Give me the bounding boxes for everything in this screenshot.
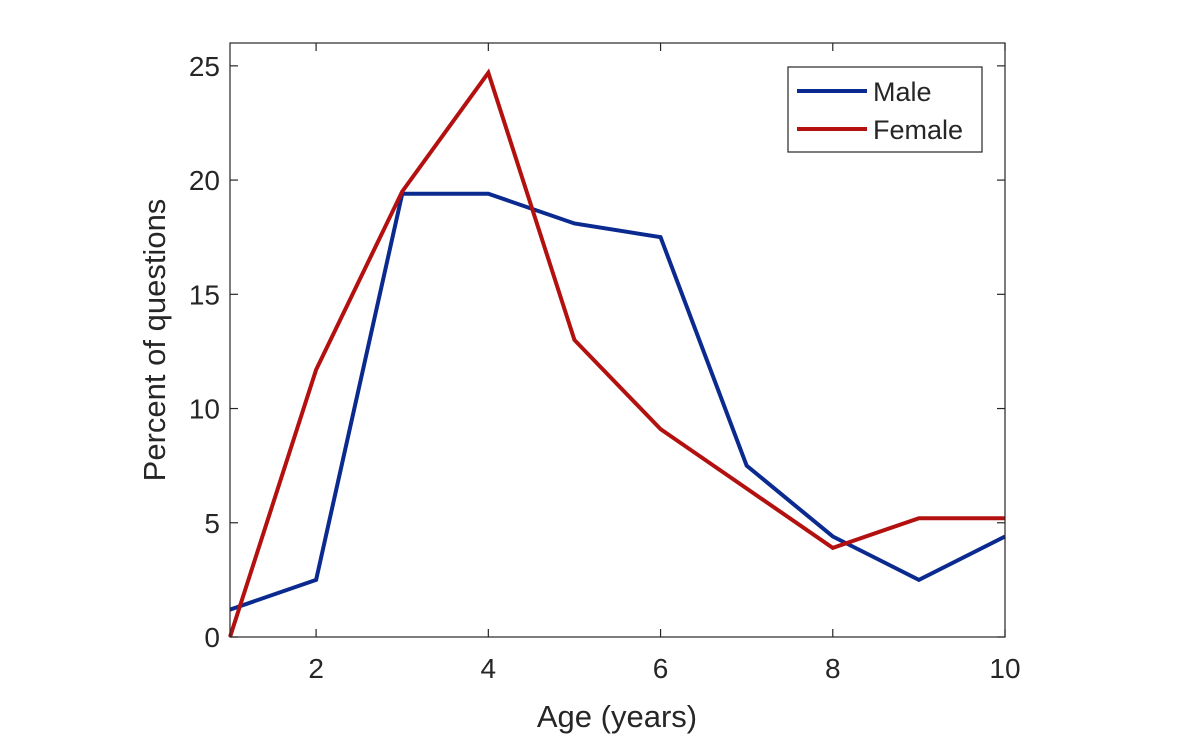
x-tick-label: 6 xyxy=(653,653,669,684)
x-tick-label: 10 xyxy=(989,653,1020,684)
legend[interactable]: Male Female xyxy=(787,66,983,153)
series-layer xyxy=(228,68,1006,638)
tick-labels: 2 4 6 8 10 0 5 10 15 20 25 xyxy=(189,51,1021,684)
legend-label-male: Male xyxy=(873,77,932,107)
series-line-male xyxy=(229,191,1006,612)
x-tick-label: 4 xyxy=(481,653,497,684)
legend-box xyxy=(787,66,983,153)
y-tick-label: 10 xyxy=(189,394,220,425)
x-tick-label: 2 xyxy=(308,653,324,684)
y-tick-label: 0 xyxy=(204,622,220,653)
y-tick-label: 25 xyxy=(189,51,220,82)
y-tick-label: 5 xyxy=(204,508,220,539)
series-line-female xyxy=(228,68,1005,638)
y-tick-label: 20 xyxy=(189,165,220,196)
axes xyxy=(229,42,1006,638)
legend-label-female: Female xyxy=(873,115,963,145)
y-axis-label: Percent of questions xyxy=(137,199,172,482)
y-tick-label: 15 xyxy=(189,279,220,310)
x-tick-label: 8 xyxy=(825,653,841,684)
x-axis-label: Age (years) xyxy=(537,699,697,734)
axes-box xyxy=(229,42,1006,638)
